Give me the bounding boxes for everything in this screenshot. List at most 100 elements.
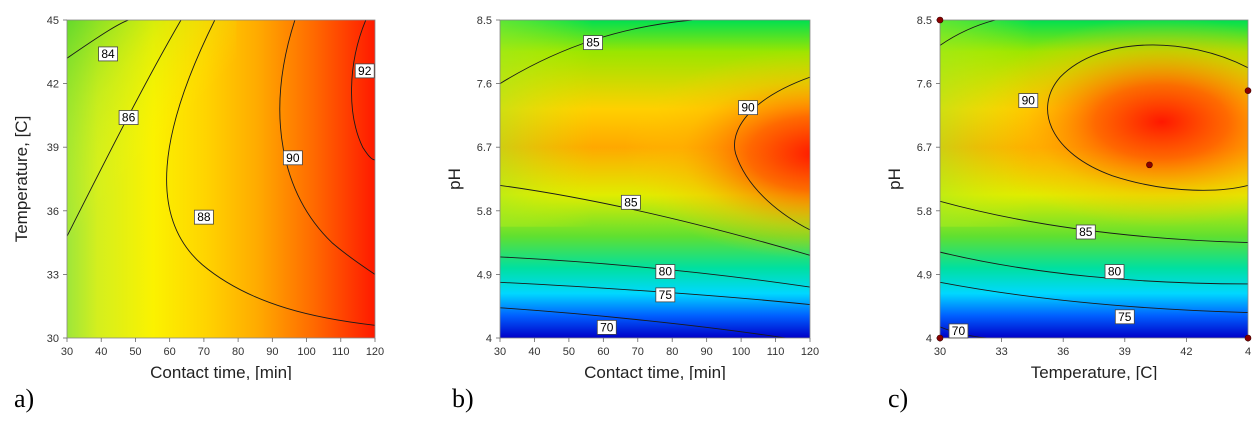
panel-label-c: c) (888, 384, 909, 413)
plot-frame (499, 19, 811, 339)
x-tick-label: 90 (701, 346, 713, 358)
chart-panel-b: 30 40 50 60 70 80 90 100 110 120 4 4.9 5.8 6.7 7.6 8.5 C… (410, 0, 830, 380)
contour-label: 80 (1104, 264, 1125, 279)
x-tick-label: 110 (767, 346, 785, 358)
contour-line (279, 20, 375, 275)
svg-text:80: 80 (659, 265, 673, 279)
y-tick-label: 4.9 (477, 269, 492, 281)
chart-b-svg: 30 40 50 60 70 80 90 100 110 120 4 4.9 5.8 6.7 7.6 8.5 C… (445, 15, 819, 380)
y-axis-label: Temperature, [C] (12, 116, 31, 243)
x-tick-label: 50 (129, 346, 141, 358)
svg-text:70: 70 (952, 324, 966, 338)
x-tick-label: 36 (1057, 346, 1069, 358)
x-tick-label: 60 (597, 346, 609, 358)
y-tick-label: 5.8 (917, 206, 932, 218)
contour-label: 80 (655, 264, 676, 279)
chart-panel-c: 30 33 36 39 42 4 4 4.9 5.8 6.7 7.6 8.5 Temperature, … (853, 0, 1253, 380)
chart-a-svg: 30 40 50 60 70 80 90 100 110 120 30 33 36 39 42 45 Conta… (12, 15, 384, 380)
y-tick-label: 7.6 (477, 79, 492, 91)
contour-line (734, 76, 810, 231)
heatmap-surface (67, 20, 375, 338)
y-axis-label: pH (885, 168, 904, 190)
y-tick-label: 39 (47, 142, 59, 154)
contour-line (500, 281, 810, 306)
contour-line (500, 184, 810, 256)
svg-text:85: 85 (586, 36, 600, 50)
x-tick-label: 90 (266, 346, 278, 358)
y-tick-label: 6.7 (917, 142, 932, 154)
x-tick-label: 80 (666, 346, 678, 358)
x-tick-label: 100 (732, 346, 750, 358)
x-tick-label: 4 (1245, 346, 1251, 358)
plot-frame (939, 19, 1249, 339)
design-point (1244, 87, 1252, 94)
contour-label: 70 (596, 319, 617, 335)
contour-line (351, 20, 375, 161)
svg-text:90: 90 (286, 151, 300, 165)
y-tick-label: 4 (486, 333, 492, 345)
contour-label: 88 (193, 209, 214, 225)
y-tick-label: 7.6 (917, 79, 932, 91)
contour-line (500, 256, 810, 288)
chart-panel-a: 30 40 50 60 70 80 90 100 110 120 30 33 36 39 42 45 Conta… (0, 0, 400, 380)
y-tick-label: 5.8 (477, 206, 492, 218)
contour-line (500, 307, 786, 338)
svg-text:85: 85 (1079, 225, 1093, 239)
y-axis-label: pH (445, 168, 464, 190)
contour-line (1047, 44, 1248, 191)
contour-label: 85 (583, 35, 603, 51)
x-tick-label: 50 (563, 346, 575, 358)
svg-text:84: 84 (101, 47, 115, 61)
y-tick-label: 4 (926, 333, 932, 345)
x-axis-label: Contact time, [min] (150, 363, 292, 380)
contour-label: 75 (655, 287, 676, 303)
svg-text:90: 90 (1022, 94, 1036, 108)
y-tick-label: 4.9 (917, 269, 932, 281)
x-tick-label: 120 (801, 346, 819, 358)
heatmap-surface (940, 20, 1248, 338)
contour-line (67, 20, 129, 59)
x-tick-label: 70 (632, 346, 644, 358)
y-tick-label: 8.5 (917, 15, 932, 27)
plot-frame (66, 19, 376, 339)
contour-label: 90 (282, 150, 303, 166)
x-tick-label: 120 (366, 346, 384, 358)
contour-label: 92 (354, 63, 375, 79)
chart-c-svg: 30 33 36 39 42 4 4 4.9 5.8 6.7 7.6 8.5 Temperature, … (885, 15, 1252, 380)
x-tick-label: 30 (61, 346, 73, 358)
y-tick-label: 42 (47, 79, 59, 91)
y-tick-label: 30 (47, 333, 59, 345)
x-tick-label: 40 (528, 346, 540, 358)
contour-label: 86 (118, 110, 139, 125)
contour-label: 85 (620, 194, 641, 210)
x-axis-label: Temperature, [C] (1031, 363, 1158, 380)
svg-text:86: 86 (122, 111, 136, 125)
x-tick-label: 30 (494, 346, 506, 358)
y-tick-label: 45 (47, 15, 59, 27)
contour-label: 85 (1075, 224, 1096, 240)
design-point (1146, 161, 1153, 169)
contour-label: 90 (738, 100, 758, 116)
svg-text:75: 75 (1118, 310, 1132, 324)
contour-line (940, 281, 1248, 314)
x-tick-label: 100 (297, 346, 315, 358)
svg-text:75: 75 (659, 288, 673, 302)
panel-label-a: a) (14, 384, 35, 413)
x-tick-label: 70 (198, 346, 210, 358)
y-tick-label: 8.5 (477, 15, 492, 27)
contour-line (940, 20, 996, 46)
y-tick-label: 33 (47, 269, 59, 281)
x-tick-label: 42 (1180, 346, 1192, 358)
contour-line (940, 251, 1248, 285)
x-tick-label: 80 (232, 346, 244, 358)
x-tick-label: 30 (934, 346, 946, 358)
design-point (936, 16, 944, 24)
svg-text:70: 70 (600, 320, 614, 334)
x-tick-label: 33 (995, 346, 1007, 358)
x-tick-label: 60 (164, 346, 176, 358)
svg-text:88: 88 (197, 210, 211, 224)
y-tick-label: 36 (47, 206, 59, 218)
contour-label: 70 (948, 323, 969, 339)
svg-text:80: 80 (1108, 265, 1122, 279)
contour-label: 75 (1114, 309, 1135, 325)
